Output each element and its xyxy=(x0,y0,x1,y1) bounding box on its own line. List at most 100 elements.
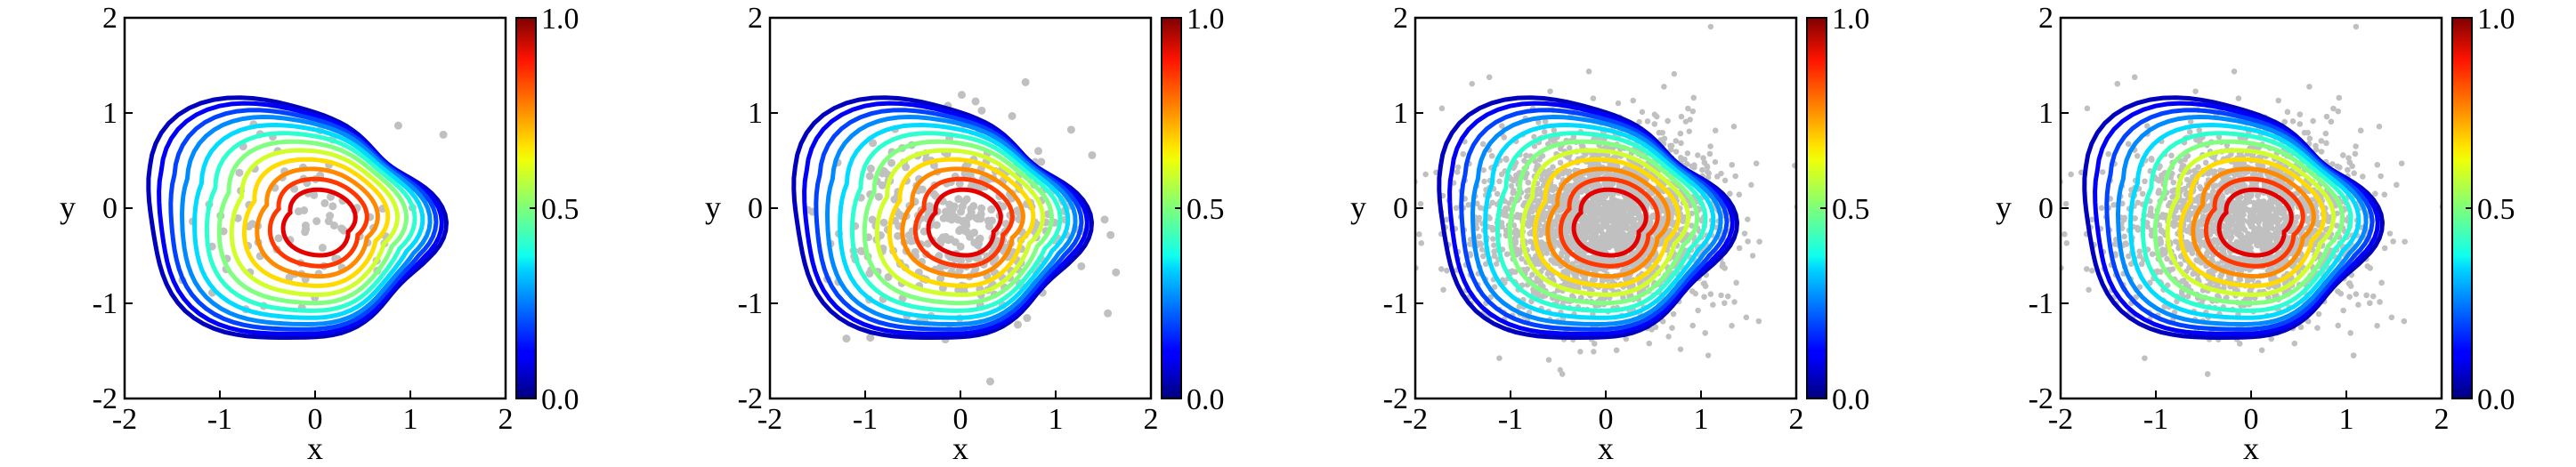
scatter-point xyxy=(1542,178,1548,184)
scatter-point xyxy=(919,227,928,236)
scatter-point xyxy=(1630,226,1637,232)
scatter-point xyxy=(1563,225,1570,232)
scatter-point xyxy=(931,191,940,200)
scatter-point xyxy=(1695,307,1701,314)
scatter-point xyxy=(1510,177,1516,183)
scatter-point xyxy=(869,139,878,148)
scatter-point xyxy=(1733,279,1739,286)
scatter-point xyxy=(1669,325,1675,331)
scatter-point xyxy=(1603,208,1609,214)
scatter-point xyxy=(1021,77,1030,86)
scatter-point xyxy=(1416,231,1422,238)
scatter-point xyxy=(1100,215,1109,224)
scatter-point xyxy=(1576,174,1582,181)
scatter-point xyxy=(1695,152,1701,158)
scatter-point xyxy=(1489,199,1495,205)
contour-line xyxy=(1470,114,1723,327)
y-tick-label: -2 xyxy=(1383,382,1408,415)
colorbar-tick-label: 1.0 xyxy=(1187,3,1225,36)
y-axis-label: y xyxy=(60,189,76,225)
scatter-point xyxy=(1673,149,1680,155)
scatter-point xyxy=(1455,164,1462,171)
colorbar-tick-label: 0.0 xyxy=(1187,383,1225,416)
contour-line xyxy=(168,108,439,332)
scatter-point xyxy=(1501,212,1508,218)
scatter-point xyxy=(1684,150,1691,157)
scatter-point xyxy=(1588,242,1595,248)
scatter-point xyxy=(1534,290,1540,296)
x-tick-label: 0 xyxy=(1599,403,1614,436)
scatter-point xyxy=(1493,261,1500,267)
scatter-point xyxy=(393,121,402,130)
scatter-point xyxy=(1685,105,1691,112)
scatter-point xyxy=(1561,204,1567,210)
x-tick-label: 0 xyxy=(308,403,323,436)
scatter-point xyxy=(1725,293,1731,300)
scatter-point xyxy=(1573,246,1579,252)
scatter-point xyxy=(1112,268,1121,277)
x-tick-label: 1 xyxy=(403,403,418,436)
scatter-point xyxy=(1503,227,1510,234)
scatter-point xyxy=(1624,225,1630,231)
scatter-point xyxy=(1478,246,1486,253)
scatter-point xyxy=(1542,129,1548,135)
scatter-point xyxy=(1701,159,1708,165)
x-axis-label: x xyxy=(952,431,968,466)
scatter-point xyxy=(1567,182,1574,189)
scatter-point xyxy=(1566,154,1572,161)
scatter-point xyxy=(1756,238,1762,245)
scatter-point xyxy=(1636,118,1642,125)
scatter-point xyxy=(1499,223,1505,229)
scatter-point xyxy=(1629,177,1636,183)
scatter-point xyxy=(235,168,244,177)
x-tick-label: -1 xyxy=(207,403,232,436)
scatter-point xyxy=(1488,153,1495,159)
scatter-point xyxy=(1625,217,1632,223)
scatter-point xyxy=(1567,213,1575,220)
scatter-point xyxy=(326,212,335,221)
scatter-point xyxy=(1524,266,1530,272)
scatter-point xyxy=(1718,170,1724,177)
scatter-point xyxy=(1627,254,1633,260)
scatter-point xyxy=(1547,88,1553,94)
scatter-point xyxy=(310,190,319,199)
scatter-point xyxy=(1745,238,1751,245)
y-axis-label: y xyxy=(705,189,721,225)
scatter-point xyxy=(966,171,975,180)
scatter-point xyxy=(1516,250,1523,257)
scatter-point xyxy=(1661,84,1667,90)
scatter-point xyxy=(1585,68,1592,75)
x-tick-label: -1 xyxy=(1498,403,1523,436)
contour-line xyxy=(926,187,1003,258)
scatter-point xyxy=(1616,216,1622,222)
scatter-point xyxy=(956,242,965,251)
scatter-point xyxy=(1620,220,1626,227)
scatter-point xyxy=(1574,180,1580,186)
scatter-point xyxy=(1582,236,1588,242)
scatter-point xyxy=(1651,111,1658,117)
scatter-point xyxy=(1466,241,1473,247)
scatter-point xyxy=(955,180,964,189)
scatter-point xyxy=(842,334,851,343)
scatter-point xyxy=(1567,145,1573,151)
contour-lines xyxy=(1437,95,1739,340)
scatter-point xyxy=(1745,216,1751,222)
scatter-point xyxy=(1731,299,1738,305)
scatter-point xyxy=(985,377,994,386)
scatter-point xyxy=(1529,271,1535,278)
x-tick-label: -1 xyxy=(853,403,878,436)
x-axis-label: x xyxy=(1598,431,1614,466)
scatter-point xyxy=(865,172,874,181)
scatter-point xyxy=(1682,118,1689,125)
y-tick-label: -2 xyxy=(93,382,117,415)
scatter-point xyxy=(1730,124,1738,130)
plot-area xyxy=(146,95,449,340)
contour-line xyxy=(192,122,425,320)
y-tick-label: -1 xyxy=(1383,287,1408,320)
scatter-point xyxy=(1013,320,1022,329)
scatter-point xyxy=(1626,229,1633,237)
scatter-point xyxy=(949,204,958,213)
scatter-point xyxy=(1374,296,1380,302)
